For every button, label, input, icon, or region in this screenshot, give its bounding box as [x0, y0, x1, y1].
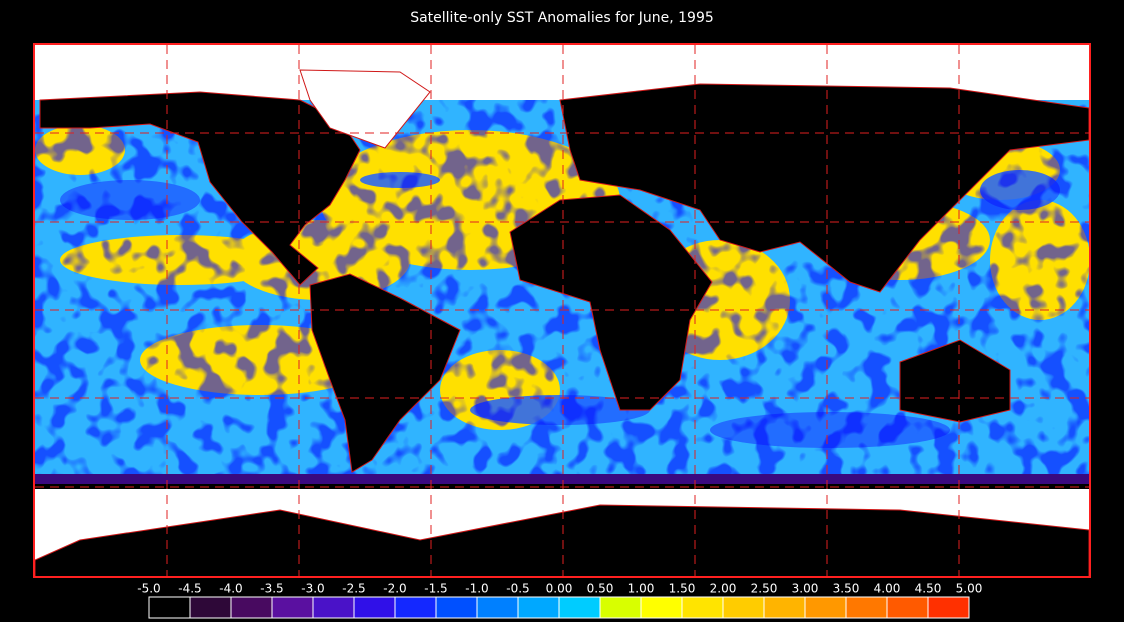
- colorbar-tick-label: 5.00: [956, 582, 983, 596]
- color-box: [312, 596, 355, 619]
- colorbar-tick-label: -2.0: [383, 582, 406, 596]
- colorbar: -5.0 -4.5 -4.0 -3.5 -3.0 -2.5 -2.0 -1.5 -1.0 -0.5…: [137, 582, 982, 619]
- colorbar-tick-label: -0.5: [506, 582, 529, 596]
- title: Satellite-only SST Anomalies for June, 1…: [410, 10, 714, 26]
- greenland: [299, 69, 431, 149]
- color-box: [845, 596, 888, 619]
- map: [35, 45, 1089, 576]
- colorbar-tick-label: 2.50: [751, 582, 778, 596]
- color-box: [722, 596, 765, 619]
- color-box: [394, 596, 437, 619]
- color-box: [230, 596, 273, 619]
- color-box: [886, 596, 929, 619]
- colorbar-tick-label: -2.5: [342, 582, 365, 596]
- color-box: [599, 596, 642, 619]
- colorbar-tick-label: -4.5: [178, 582, 201, 596]
- colorbar-tick-label: 4.50: [915, 582, 942, 596]
- color-box: [271, 596, 314, 619]
- graticule: [35, 45, 1089, 576]
- colorbar-tick-label: 3.00: [792, 582, 819, 596]
- colorbar-tick-label: 1.50: [669, 582, 696, 596]
- colorbar-tick-label: -1.0: [465, 582, 488, 596]
- colorbar-tick-label: 1.00: [628, 582, 655, 596]
- color-box: [517, 596, 560, 619]
- colorbar-tick-label: 4.00: [874, 582, 901, 596]
- colorbar-tick-label: 0.00: [546, 582, 573, 596]
- color-box: [927, 596, 970, 619]
- colorbar-tick-label: 2.00: [710, 582, 737, 596]
- colorbar-tick-label: -4.0: [219, 582, 242, 596]
- map-frame: [33, 43, 1091, 578]
- color-box: [558, 596, 601, 619]
- color-box: [681, 596, 724, 619]
- colorbar-tick-label: 0.50: [587, 582, 614, 596]
- continents: [35, 69, 1089, 576]
- color-box: [804, 596, 847, 619]
- colorbar-tick-label: -5.0: [137, 582, 160, 596]
- color-box: [476, 596, 519, 619]
- colorbar-tick-label: -1.5: [424, 582, 447, 596]
- color-box: [148, 596, 191, 619]
- colorbar-tick-label: 3.50: [833, 582, 860, 596]
- colorbar-tick-label: -3.5: [260, 582, 283, 596]
- color-box: [435, 596, 478, 619]
- color-box: [763, 596, 806, 619]
- color-box: [189, 596, 232, 619]
- color-box: [353, 596, 396, 619]
- color-box: [640, 596, 683, 619]
- colorbar-tick-label: -3.0: [301, 582, 324, 596]
